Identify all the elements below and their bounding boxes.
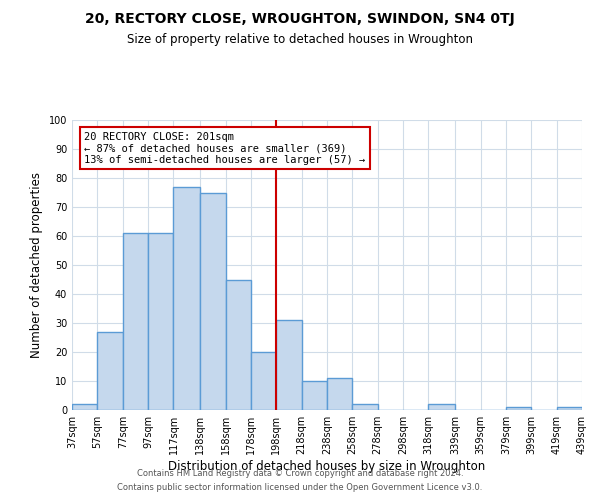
Text: Contains public sector information licensed under the Open Government Licence v3: Contains public sector information licen… bbox=[118, 484, 482, 492]
Bar bbox=[97, 332, 123, 410]
Text: Size of property relative to detached houses in Wroughton: Size of property relative to detached ho… bbox=[127, 32, 473, 46]
X-axis label: Distribution of detached houses by size in Wroughton: Distribution of detached houses by size … bbox=[169, 460, 485, 473]
Text: 20 RECTORY CLOSE: 201sqm
← 87% of detached houses are smaller (369)
13% of semi-: 20 RECTORY CLOSE: 201sqm ← 87% of detach… bbox=[85, 132, 365, 165]
Bar bbox=[173, 186, 200, 410]
Bar bbox=[251, 352, 276, 410]
Bar bbox=[506, 407, 531, 410]
Text: 20, RECTORY CLOSE, WROUGHTON, SWINDON, SN4 0TJ: 20, RECTORY CLOSE, WROUGHTON, SWINDON, S… bbox=[85, 12, 515, 26]
Bar bbox=[302, 381, 327, 410]
Text: Contains HM Land Registry data © Crown copyright and database right 2024.: Contains HM Land Registry data © Crown c… bbox=[137, 468, 463, 477]
Bar bbox=[72, 404, 97, 410]
Bar bbox=[557, 407, 582, 410]
Bar bbox=[276, 320, 302, 410]
Bar bbox=[327, 378, 352, 410]
Bar bbox=[226, 280, 251, 410]
Bar bbox=[428, 404, 455, 410]
Bar bbox=[200, 192, 226, 410]
Bar bbox=[148, 233, 173, 410]
Bar bbox=[352, 404, 378, 410]
Y-axis label: Number of detached properties: Number of detached properties bbox=[30, 172, 43, 358]
Bar bbox=[123, 233, 148, 410]
